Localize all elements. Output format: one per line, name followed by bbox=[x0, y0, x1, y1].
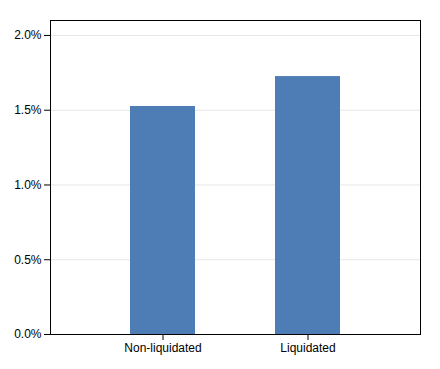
svg-text:0.5%: 0.5% bbox=[14, 253, 42, 267]
svg-text:1.0%: 1.0% bbox=[14, 178, 42, 192]
svg-text:Non-liquidated: Non-liquidated bbox=[124, 341, 201, 355]
svg-text:Liquidated: Liquidated bbox=[280, 341, 335, 355]
svg-text:2.0%: 2.0% bbox=[14, 28, 42, 42]
svg-text:1.5%: 1.5% bbox=[14, 103, 42, 117]
svg-text:0.0%: 0.0% bbox=[14, 327, 42, 341]
